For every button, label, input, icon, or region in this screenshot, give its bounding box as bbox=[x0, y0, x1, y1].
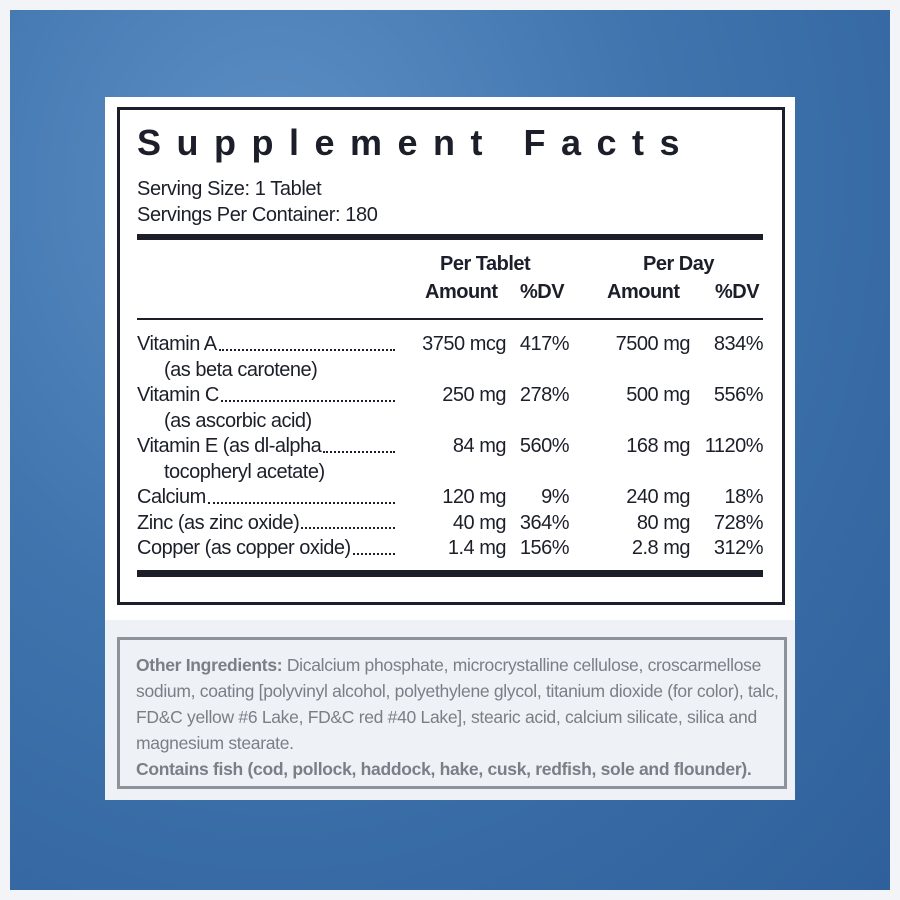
nutrient-text: Vitamin A bbox=[137, 333, 217, 355]
header: Amount bbox=[425, 281, 498, 303]
amount: 1.4 mg bbox=[447, 537, 507, 559]
nutrient-name: Zinc (as zinc oxide) bbox=[137, 511, 397, 537]
divider bbox=[137, 318, 763, 320]
leader-dots bbox=[218, 348, 395, 351]
leader-dots bbox=[207, 501, 395, 504]
facts-box: Supplement Facts Serving Size: 1 Tablet … bbox=[117, 107, 785, 605]
daily-value: 156% bbox=[519, 537, 570, 559]
leader-dots bbox=[352, 552, 395, 555]
amount: 250 mg bbox=[442, 384, 506, 406]
ingredients-box: Other Ingredients: Dicalcium phosphate, … bbox=[117, 637, 787, 789]
amount: 500 mg bbox=[626, 384, 690, 406]
daily-value: 18% bbox=[724, 486, 763, 508]
header: %DV bbox=[715, 281, 760, 303]
ingredients-text: Dicalcium phosphate, microcrystalline ce… bbox=[136, 655, 779, 753]
daily-value: 728% bbox=[713, 511, 764, 534]
leader-dots bbox=[220, 399, 395, 402]
amount: 240 mg bbox=[626, 486, 690, 508]
nutrient-source: (as ascorbic acid) bbox=[164, 409, 312, 432]
header: Per Tablet bbox=[440, 253, 531, 275]
nutrient-text: Copper (as copper oxide) bbox=[137, 537, 351, 559]
daily-value: 312% bbox=[713, 537, 764, 559]
nutrient-name: Vitamin C bbox=[137, 383, 397, 409]
header: Amount bbox=[607, 281, 680, 303]
amount: 40 mg bbox=[452, 511, 507, 534]
nutrient-name: Copper (as copper oxide) bbox=[137, 536, 397, 562]
amount: 3750 mcg bbox=[422, 333, 506, 355]
amount: 84 mg bbox=[452, 435, 507, 457]
ingredients-panel: Other Ingredients: Dicalcium phosphate, … bbox=[105, 620, 795, 800]
nutrient-text: Calcium bbox=[137, 486, 206, 508]
amount: 168 mg bbox=[626, 435, 690, 457]
leader-dots bbox=[301, 527, 395, 529]
nutrient-name: Vitamin E (as dl-alpha bbox=[137, 434, 397, 460]
amount: 2.8 mg bbox=[631, 537, 691, 559]
nutrient-name: Vitamin A bbox=[137, 332, 397, 358]
nutrient-text: Vitamin E (as dl-alpha bbox=[137, 435, 322, 457]
divider bbox=[137, 234, 763, 240]
amount: 80 mg bbox=[636, 511, 691, 534]
allergen-note: Contains fish (cod, pollock, haddock, ha… bbox=[136, 759, 752, 779]
serving-size: Serving Size: 1 Tablet bbox=[137, 178, 322, 200]
header: %DV bbox=[520, 281, 565, 303]
daily-value: 560% bbox=[519, 435, 570, 457]
daily-value: 278% bbox=[519, 384, 570, 406]
daily-value: 364% bbox=[519, 511, 570, 534]
nutrient-table: Vitamin A 3750 mcg 417% 7500 mg 834% (as beta… bbox=[137, 332, 764, 562]
amount: 7500 mg bbox=[615, 333, 691, 355]
divider bbox=[137, 570, 763, 577]
servings-per-container: Servings Per Container: 180 bbox=[137, 204, 378, 226]
daily-value: 417% bbox=[519, 333, 570, 355]
title: Supplement Facts bbox=[137, 122, 696, 163]
ingredients-label: Other Ingredients: bbox=[136, 655, 283, 675]
daily-value: 834% bbox=[713, 333, 764, 355]
daily-value: 1120% bbox=[704, 435, 764, 457]
nutrient-source: tocopheryl acetate) bbox=[164, 460, 325, 483]
amount: 120 mg bbox=[442, 486, 506, 508]
nutrient-name: Calcium bbox=[137, 485, 397, 511]
daily-value: 556% bbox=[713, 384, 764, 406]
nutrient-text: Zinc (as zinc oxide) bbox=[137, 511, 300, 534]
daily-value: 9% bbox=[541, 486, 569, 508]
nutrient-text: Vitamin C bbox=[137, 384, 219, 406]
leader-dots bbox=[323, 450, 395, 453]
nutrient-source: (as beta carotene) bbox=[164, 358, 318, 381]
header: Per Day bbox=[643, 253, 715, 275]
facts-panel: Supplement Facts Serving Size: 1 Tablet … bbox=[105, 97, 795, 620]
